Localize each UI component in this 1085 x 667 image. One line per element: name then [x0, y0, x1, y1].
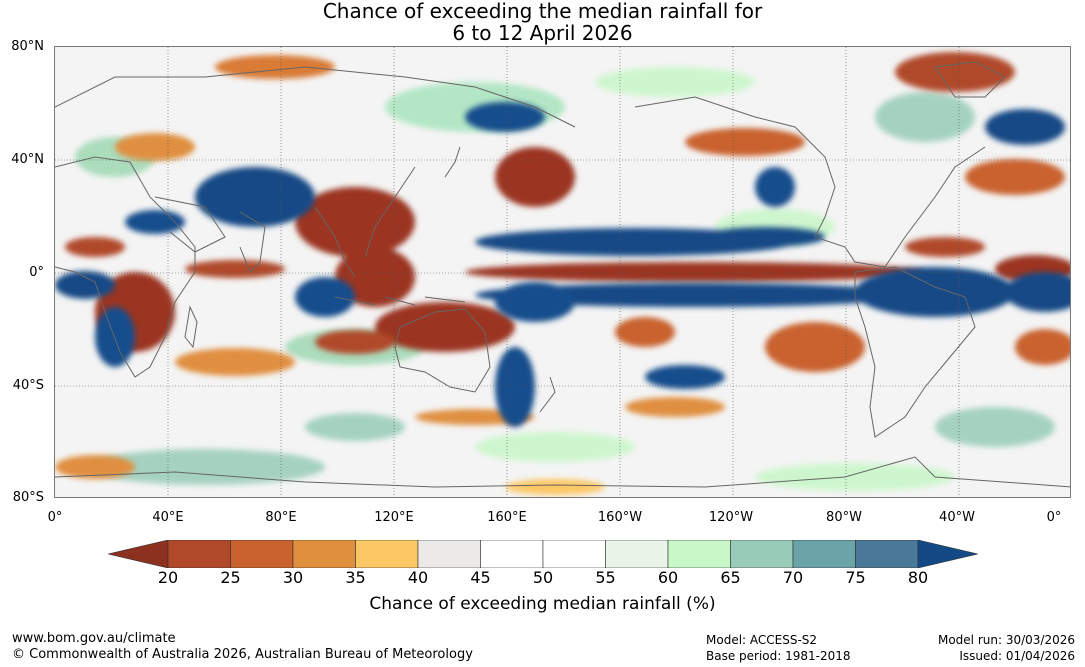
probability-field-dry — [55, 52, 1070, 495]
lon-label-120e: 120°E — [374, 510, 414, 525]
colorbar-tick-label: 50 — [532, 568, 554, 587]
colorbar — [108, 540, 978, 568]
colorbar-segment — [855, 540, 919, 568]
colorbar-tick-label: 30 — [282, 568, 304, 587]
lat-label-0: 0° — [29, 265, 44, 280]
colorbar-tick-label: 25 — [220, 568, 241, 587]
colorbar-tick-label: 60 — [657, 568, 679, 587]
colorbar-title: Chance of exceeding median rainfall (%) — [369, 594, 716, 614]
colorbar-tick-label: 55 — [595, 568, 616, 587]
colorbar-segment — [480, 540, 544, 568]
lat-label-80n: 80°N — [11, 39, 44, 54]
colorbar-segment — [355, 540, 419, 568]
probability-field-wet — [55, 102, 1070, 427]
lon-label-40w: 40°W — [939, 510, 975, 525]
colorbar-segment — [292, 540, 356, 568]
colorbar-tick-label: 35 — [345, 568, 366, 587]
footer-model-run: Model run: 30/03/2026 — [937, 633, 1075, 647]
colorbar-tick-label: 75 — [845, 568, 866, 587]
graticule — [55, 47, 1070, 497]
footer-copyright: © Commonwealth of Australia 2026, Austra… — [12, 647, 473, 662]
colorbar-tick-label: 65 — [720, 568, 741, 587]
lon-label-80w: 80°W — [826, 510, 862, 525]
colorbar-segment — [667, 540, 731, 568]
footer-model: Model: ACCESS-S2 — [706, 633, 818, 647]
colorbar-segment — [230, 540, 294, 568]
lon-label-120w: 120°W — [708, 510, 754, 525]
colorbar-segment — [542, 540, 606, 568]
title-line-2: 6 to 12 April 2026 — [452, 21, 633, 45]
colorbar-segment — [792, 540, 856, 568]
lon-label-0-west: 0° — [47, 510, 63, 525]
colorbar-segment — [167, 540, 231, 568]
map-canvas — [55, 47, 1070, 497]
lat-label-80s: 80°S — [12, 490, 44, 505]
footer-issued: Issued: 01/04/2026 — [959, 649, 1075, 663]
lon-label-160e: 160°E — [487, 510, 527, 525]
colorbar-tick-label: 70 — [782, 568, 804, 587]
lat-label-40s: 40°S — [12, 378, 44, 393]
map-title: Chance of exceeding the median rainfall … — [0, 0, 1085, 44]
colorbar-low-arrow — [108, 540, 169, 568]
colorbar-segment — [605, 540, 669, 568]
coastlines — [55, 61, 1070, 488]
colorbar-segment — [417, 540, 481, 568]
lon-label-0-east: 0° — [1046, 510, 1062, 525]
colorbar-tick-label: 20 — [157, 568, 179, 587]
lon-label-160w: 160°W — [597, 510, 643, 525]
footer-base-period: Base period: 1981-2018 — [706, 649, 851, 663]
colorbar-tick-label: 40 — [407, 568, 429, 587]
colorbar-high-arrow — [917, 540, 978, 568]
lon-label-80e: 80°E — [265, 510, 297, 525]
footer-website: www.bom.gov.au/climate — [12, 631, 176, 646]
lon-label-40e: 40°E — [152, 510, 184, 525]
lat-label-40n: 40°N — [11, 152, 44, 167]
colorbar-tick-label: 80 — [907, 568, 929, 587]
colorbar-tick-label: 45 — [470, 568, 491, 587]
title-line-1: Chance of exceeding the median rainfall … — [322, 0, 763, 23]
colorbar-segment — [730, 540, 794, 568]
rainfall-probability-map — [54, 46, 1071, 498]
